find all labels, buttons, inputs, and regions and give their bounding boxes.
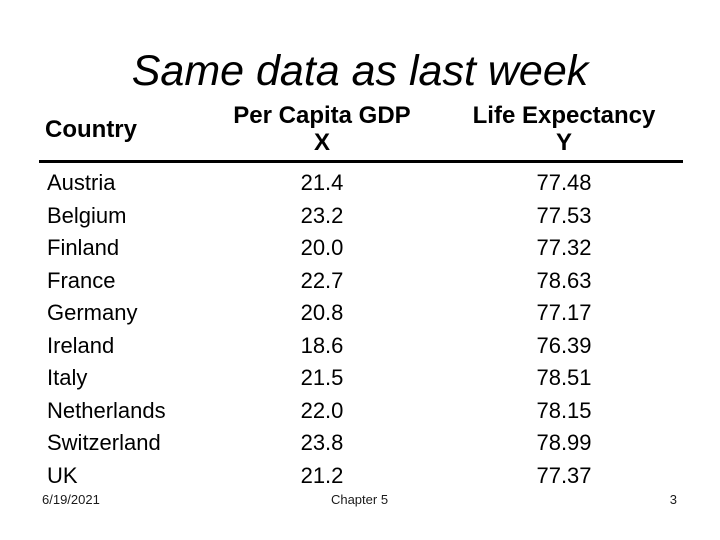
table-row: Netherlands 22.0 78.15 — [39, 395, 683, 428]
data-table: Country Per Capita GDP X Life Expectancy… — [39, 101, 683, 492]
gdp-cell: 21.2 — [300, 462, 344, 488]
table-row: Finland 20.0 77.32 — [39, 232, 683, 265]
country-cell: Netherlands — [47, 397, 166, 423]
gdp-cell: 20.8 — [300, 300, 344, 325]
slide-footer: 6/19/2021 Chapter 5 3 — [42, 492, 677, 507]
gdp-cell: 20.0 — [300, 235, 344, 260]
country-cell: France — [47, 267, 116, 293]
country-cell: UK — [47, 462, 78, 488]
column-header-life: Life Expectancy Y — [445, 102, 683, 156]
table-body: Austria 21.4 77.48 Belgium 23.2 77.53 Fi… — [39, 167, 683, 492]
column-header-country: Country — [45, 115, 137, 143]
footer-date: 6/19/2021 — [42, 492, 100, 507]
table-row: Switzerland 23.8 78.99 — [39, 427, 683, 460]
life-cell: 78.51 — [536, 365, 592, 390]
country-cell: Germany — [47, 300, 138, 325]
table-row: Italy 21.5 78.51 — [39, 362, 683, 395]
table-row: France 22.7 78.63 — [39, 265, 683, 298]
gdp-cell: 21.5 — [300, 365, 344, 390]
life-cell: 77.48 — [536, 170, 592, 195]
gdp-cell: 18.6 — [300, 332, 344, 358]
life-cell: 76.39 — [536, 332, 592, 358]
table-row: Germany 20.8 77.17 — [39, 297, 683, 330]
life-cell: 77.17 — [536, 300, 592, 325]
life-header-label: Life Expectancy — [472, 102, 656, 129]
gdp-cell: 22.0 — [300, 397, 344, 423]
page-title: Same data as last week — [131, 47, 589, 95]
country-cell: Ireland — [47, 332, 115, 358]
table-row: Ireland 18.6 76.39 — [39, 330, 683, 363]
country-cell: Switzerland — [47, 430, 161, 455]
life-cell: 77.32 — [536, 235, 592, 260]
life-cell: 77.37 — [536, 462, 592, 488]
table-header: Country Per Capita GDP X Life Expectancy… — [39, 101, 683, 163]
life-cell: 78.99 — [536, 430, 592, 455]
country-cell: Finland — [47, 235, 120, 260]
gdp-cell: 22.7 — [300, 267, 344, 293]
gdp-sub-label: X — [313, 129, 330, 156]
footer-chapter: Chapter 5 — [330, 492, 389, 507]
gdp-cell: 23.8 — [300, 430, 344, 455]
table-row: UK 21.2 77.37 — [39, 460, 683, 493]
gdp-cell: 21.4 — [300, 170, 344, 195]
life-cell: 78.63 — [536, 267, 592, 293]
table-row: Austria 21.4 77.48 — [39, 167, 683, 200]
country-cell: Belgium — [47, 202, 127, 228]
column-header-gdp: Per Capita GDP X — [199, 102, 445, 156]
life-sub-label: Y — [555, 129, 572, 156]
table-row: Belgium 23.2 77.53 — [39, 200, 683, 233]
country-cell: Italy — [47, 365, 88, 390]
gdp-cell: 23.2 — [300, 202, 344, 228]
life-cell: 77.53 — [536, 202, 592, 228]
footer-page-number: 3 — [669, 492, 677, 507]
country-cell: Austria — [47, 170, 116, 195]
gdp-header-label: Per Capita GDP — [233, 102, 411, 129]
life-cell: 78.15 — [536, 397, 592, 423]
